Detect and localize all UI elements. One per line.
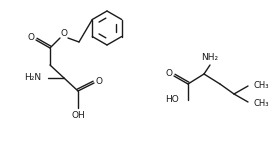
- Text: CH₃: CH₃: [254, 98, 269, 108]
- Text: O: O: [28, 34, 34, 42]
- Text: O: O: [165, 70, 173, 78]
- Text: O: O: [96, 76, 103, 86]
- Text: HO: HO: [165, 95, 179, 105]
- Text: NH₂: NH₂: [202, 54, 219, 62]
- Text: CH₃: CH₃: [254, 80, 269, 90]
- Text: OH: OH: [71, 110, 85, 120]
- Text: H₂N: H₂N: [24, 73, 41, 83]
- Text: O: O: [61, 30, 68, 38]
